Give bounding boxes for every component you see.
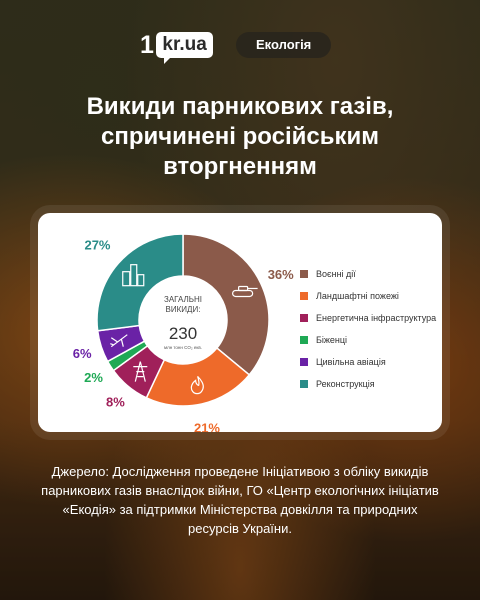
legend-item: Енергетична інфраструктура bbox=[300, 307, 436, 329]
donut-slice bbox=[96, 233, 184, 332]
data-label: 36% bbox=[268, 267, 294, 282]
legend-label: Цивільна авіація bbox=[316, 357, 386, 367]
legend-label: Енергетична інфраструктура bbox=[316, 313, 437, 323]
legend-label: Воєнні дії bbox=[316, 269, 356, 279]
legend-label: Ландшафтні пожежі bbox=[316, 291, 399, 301]
data-label: 2% bbox=[84, 370, 103, 385]
legend-swatch bbox=[300, 380, 308, 388]
legend-item: Реконструкція bbox=[300, 373, 436, 395]
page-title: Викиди парникових газів, спричинені росі… bbox=[86, 93, 394, 180]
plane-icon bbox=[110, 334, 128, 348]
center-label: ЗАГАЛЬНІ bbox=[164, 295, 202, 304]
logo-mark: 1 bbox=[140, 31, 154, 59]
legend-swatch bbox=[300, 358, 308, 366]
category-tag[interactable]: Екологія bbox=[236, 32, 332, 58]
site-logo[interactable]: 1 kr.ua bbox=[140, 30, 213, 64]
buildings-icon bbox=[122, 264, 145, 287]
logo-text: kr.ua bbox=[156, 32, 213, 64]
center-unit: млн тонн CO₂ екв. bbox=[164, 345, 202, 350]
legend-swatch bbox=[300, 336, 308, 344]
legend-swatch bbox=[300, 314, 308, 322]
legend-item: Ландшафтні пожежі bbox=[300, 285, 436, 307]
data-label: 6% bbox=[73, 346, 92, 361]
center-label: ВИКИДИ: bbox=[166, 305, 201, 314]
legend-item: Воєнні дії bbox=[300, 263, 436, 285]
data-label: 8% bbox=[106, 395, 125, 410]
chart-legend: Воєнні дії Ландшафтні пожежі Енергетична і… bbox=[300, 263, 436, 395]
center-value: 230 bbox=[169, 324, 197, 343]
legend-swatch bbox=[300, 270, 308, 278]
legend-label: Реконструкція bbox=[316, 379, 375, 389]
chart-card: ЗАГАЛЬНІ ВИКИДИ: 230 млн тонн CO₂ екв. 36% 21… bbox=[38, 213, 442, 432]
fire-icon bbox=[190, 375, 204, 395]
legend-item: Біженці bbox=[300, 329, 436, 351]
power-tower-icon bbox=[133, 361, 148, 382]
data-label: 21% bbox=[194, 420, 220, 432]
data-label: 27% bbox=[84, 238, 110, 253]
header: 1 kr.ua Екологія bbox=[0, 30, 480, 64]
legend-item: Цивільна авіація bbox=[300, 351, 436, 373]
tank-icon bbox=[232, 285, 258, 298]
source-note: Джерело: Дослідження проведене Ініціатив… bbox=[41, 464, 439, 536]
legend-swatch bbox=[300, 292, 308, 300]
donut-slice bbox=[182, 233, 270, 376]
legend-label: Біженці bbox=[316, 335, 348, 345]
